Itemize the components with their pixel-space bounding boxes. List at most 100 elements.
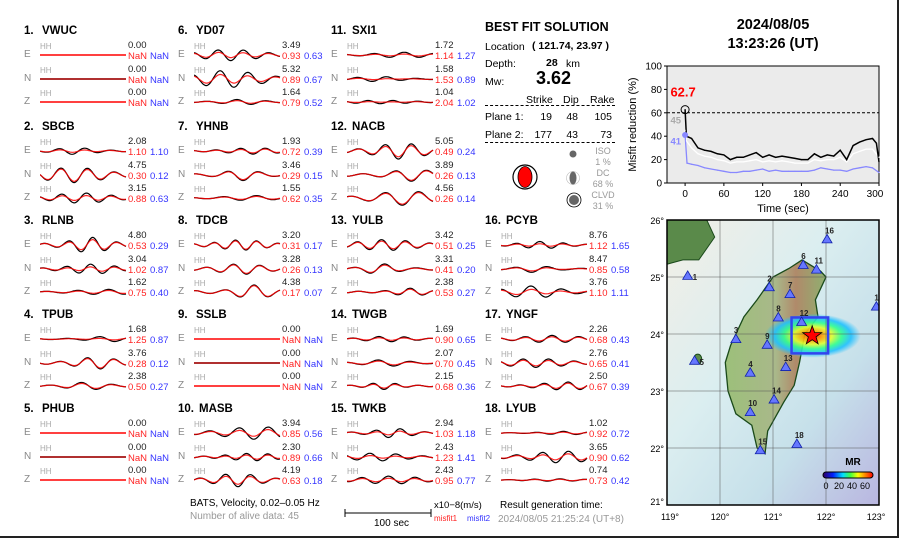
waveform-trace xyxy=(194,385,280,387)
waveform-trace xyxy=(194,361,280,364)
data-point xyxy=(716,159,719,161)
colorbar-label: 60 xyxy=(860,481,870,491)
network-info: BATS, Velocity, 0.02–0.05 Hz xyxy=(190,498,320,509)
data-point xyxy=(749,160,751,162)
station-number: 6. xyxy=(178,25,188,37)
misfit1-value: 1.10 xyxy=(589,288,608,299)
observed-trace xyxy=(40,192,127,204)
channel-label: HH xyxy=(501,349,513,359)
amplitude-value: 3.20 xyxy=(282,230,301,241)
synthetic-trace xyxy=(501,382,588,390)
synthetic-trace xyxy=(347,360,434,365)
synthetic-trace xyxy=(194,263,281,274)
channel-label: HH xyxy=(194,373,206,382)
component-label: Z xyxy=(178,286,185,297)
misfit1-value: NaN xyxy=(128,51,148,62)
table-bottom-rule xyxy=(485,142,615,143)
component-label: E xyxy=(24,49,31,60)
time-scale-label: 100 sec xyxy=(374,518,410,529)
amplitude-value: 0.00 xyxy=(128,40,147,51)
misfit1-value: 0.17 xyxy=(282,288,301,299)
data-point xyxy=(703,167,706,169)
waveform-trace xyxy=(194,338,280,340)
component-label: Z xyxy=(24,286,31,297)
component-label: N xyxy=(24,356,32,368)
synthetic-trace xyxy=(194,148,281,154)
component-label: E xyxy=(24,239,31,250)
amplitude-value: 8.47 xyxy=(589,253,608,265)
amplitude-value: 1.04 xyxy=(435,87,454,98)
data-point xyxy=(846,170,848,172)
data-point xyxy=(736,171,738,174)
data-point xyxy=(839,169,841,171)
colorbar-label: 0 xyxy=(823,481,828,491)
amplitude-value: 0.00 xyxy=(282,371,301,382)
waveform-trace xyxy=(501,265,588,273)
misfit2-value: 0.62 xyxy=(611,452,630,464)
component-label: Z xyxy=(24,192,31,203)
station-number: 14. xyxy=(331,309,347,321)
observed-trace xyxy=(347,239,434,251)
data-point xyxy=(871,137,874,140)
misfit2-value: NaN xyxy=(304,382,324,393)
waveform-trace xyxy=(40,192,127,204)
location-label: Location xyxy=(485,41,525,53)
misfit1-value: NaN xyxy=(128,98,148,109)
channel-label: HH xyxy=(40,420,52,429)
misfit2-value: 0.17 xyxy=(304,241,323,252)
observed-trace xyxy=(40,263,127,274)
channel-label: HH xyxy=(40,349,52,359)
waveform-trace xyxy=(347,335,434,343)
lat-tick-label: 22° xyxy=(650,444,664,454)
amplitude-value: 3.65 xyxy=(589,441,608,453)
channel-label: HH xyxy=(347,138,359,147)
misfit1-value: 1.53 xyxy=(435,74,454,86)
misfit1-value: NaN xyxy=(128,476,148,487)
amplitude-value: 2.43 xyxy=(435,465,454,476)
amplitude-value: 4.38 xyxy=(282,277,301,288)
misfit2-value: NaN xyxy=(150,452,170,464)
misfit1-value: 0.68 xyxy=(589,335,608,346)
data-point xyxy=(794,157,796,160)
alive-data-count: Number of alive data: 45 xyxy=(190,511,299,522)
station-number: 7. xyxy=(178,121,188,133)
iso-percent: 1 % xyxy=(595,157,611,167)
data-point xyxy=(859,141,861,143)
waveform-trace xyxy=(194,473,281,488)
station-id-label: 13 xyxy=(784,354,793,363)
channel-label: HH xyxy=(40,326,52,335)
table-top-rule xyxy=(485,105,615,106)
component-label: E xyxy=(485,333,492,344)
channel-label: HH xyxy=(501,373,513,382)
misfit2-value: 0.07 xyxy=(304,288,323,299)
misfit1-value: 0.51 xyxy=(435,241,454,252)
station-triangle-icon xyxy=(772,311,784,322)
channel-label: HH xyxy=(501,443,513,453)
misfit1-value: 0.85 xyxy=(589,264,608,276)
lon-tick-label: 122° xyxy=(817,512,836,522)
waveform-trace xyxy=(40,263,127,274)
plane2-label: Plane 2: xyxy=(485,129,524,141)
depth-unit: km xyxy=(566,58,580,70)
misfit2-value: 0.12 xyxy=(150,358,169,370)
lon-tick-label: 121° xyxy=(764,512,783,522)
data-point xyxy=(833,169,835,171)
waveform-trace xyxy=(40,288,127,295)
misfit2-value: 0.63 xyxy=(304,51,323,62)
component-label: N xyxy=(178,450,186,462)
data-point xyxy=(690,137,693,140)
data-point xyxy=(820,160,822,162)
component-label: E xyxy=(24,427,31,438)
clvd-label: CLVD xyxy=(591,190,615,200)
amplitude-value: 0.00 xyxy=(282,347,301,359)
data-point xyxy=(794,170,796,172)
misfit1-value: 0.90 xyxy=(435,335,454,346)
synthetic-trace xyxy=(194,170,281,180)
plane1-dip: 48 xyxy=(566,111,578,123)
plane1-label: Plane 1: xyxy=(485,111,524,123)
lon-tick-label: 123° xyxy=(867,512,886,522)
misfit1-value: 1.12 xyxy=(589,241,608,252)
station-triangle-icon xyxy=(688,355,701,365)
waveform-trace xyxy=(194,239,281,251)
